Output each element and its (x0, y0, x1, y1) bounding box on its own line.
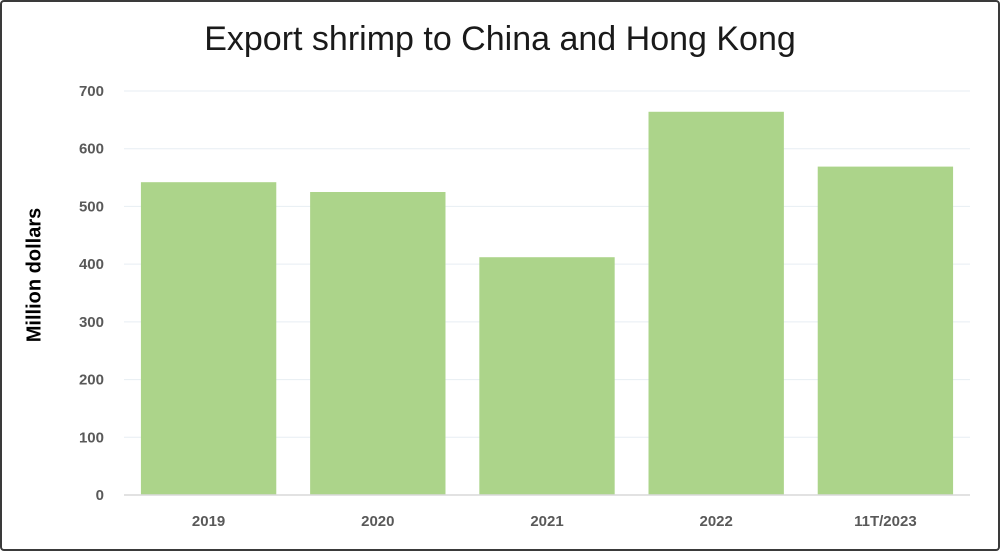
bar-2020 (310, 192, 446, 495)
bar-2019 (140, 182, 277, 495)
bar-11t-2023 (817, 166, 954, 495)
y-tick-label: 700 (79, 83, 104, 100)
y-tick-label: 500 (79, 198, 104, 215)
x-tick-label: 2019 (192, 513, 225, 530)
y-tick-label: 100 (79, 429, 104, 446)
y-tick-label: 0 (96, 487, 104, 504)
x-tick-label: 2022 (700, 513, 733, 530)
bar-2022 (648, 111, 784, 495)
y-tick-label: 600 (79, 141, 104, 158)
x-tick-label: 2021 (530, 513, 563, 530)
y-tick-label: 400 (79, 256, 104, 273)
x-tick-label: 2020 (361, 513, 394, 530)
chart-title: Export shrimp to China and Hong Kong (204, 20, 796, 58)
y-tick-label: 300 (79, 314, 104, 331)
bars (140, 111, 954, 495)
x-tick-labels: 2019 2020 2021 2022 11T/2023 (192, 513, 917, 530)
x-tick-label: 11T/2023 (854, 513, 917, 530)
bar-2021 (479, 257, 615, 495)
y-tick-labels: 0 100 200 300 400 500 600 700 (79, 83, 104, 504)
y-tick-label: 200 (79, 372, 104, 389)
